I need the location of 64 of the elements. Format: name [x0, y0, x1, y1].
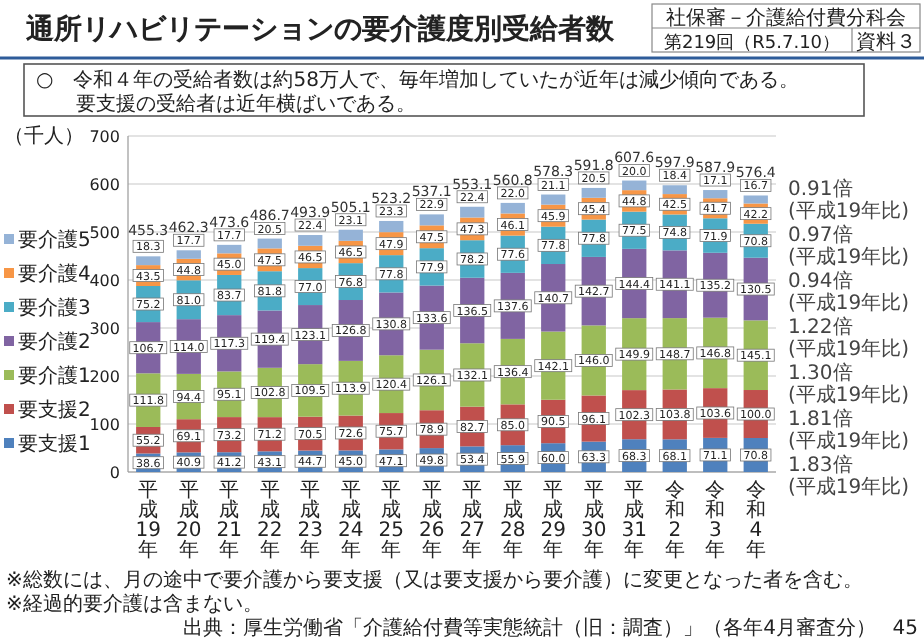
- y-tick-label: 400: [89, 272, 120, 290]
- text: 1.30倍 (平成19年比): [788, 361, 910, 408]
- legend-label: 要支援2: [18, 398, 91, 422]
- text: 45: [892, 618, 918, 640]
- bar: [703, 190, 728, 199]
- legend-label: 要介護5: [18, 228, 91, 252]
- y-tick-label: 500: [89, 224, 120, 242]
- bar: [176, 250, 201, 259]
- text: 0.91倍 (平成19年比): [788, 177, 910, 224]
- x-tick-label: 平成29年: [540, 480, 566, 562]
- x-tick-label: 令和4年: [745, 478, 766, 562]
- y-tick-label: 300: [89, 320, 120, 338]
- x-tick-label: 平成27年: [459, 480, 485, 562]
- x-tick-label: 令和3年: [705, 478, 726, 562]
- bar: [743, 195, 768, 204]
- text: 資料３: [856, 30, 916, 54]
- bar: [136, 256, 161, 266]
- text: 1.83倍 (平成19年比): [788, 453, 910, 500]
- text: 社保審－介護給付費分科会: [666, 6, 906, 30]
- bar: [257, 238, 282, 249]
- x-tick-label: 平成30年: [581, 480, 607, 562]
- text: 1.81倍 (平成19年比): [788, 407, 910, 454]
- text: 第219回（R5.7.10）: [663, 32, 841, 54]
- legend-label: 要介護4: [18, 262, 91, 286]
- legend-label: 要介護2: [18, 330, 91, 354]
- bar: [662, 185, 687, 195]
- x-tick-label: 平成26年: [419, 480, 445, 562]
- x-tick-label: 平成21年: [216, 480, 242, 562]
- x-tick-label: 平成23年: [297, 480, 323, 562]
- bar: [379, 220, 404, 233]
- bar: [298, 235, 323, 246]
- x-tick-label: 平成24年: [338, 480, 364, 562]
- text: 1.22倍 (平成19年比): [788, 315, 910, 362]
- bar: [338, 229, 363, 241]
- y-axis-title: （千人）: [4, 124, 84, 148]
- text: 0.97倍 (平成19年比): [788, 223, 910, 270]
- bar: [500, 202, 525, 214]
- y-tick-label: 200: [89, 368, 120, 386]
- text: ※総数には、月の途中で要介護から要支援（又は要支援から要介護）に変更となった者を含む。: [6, 568, 863, 592]
- source-note: 出典：厚生労働省「介護給付費等実態統計（旧：調査）」（各年4月審査分）: [183, 616, 876, 640]
- bar: [460, 206, 485, 218]
- x-tick-label: 平成19年: [135, 480, 161, 562]
- y-tick-label: 600: [89, 176, 120, 194]
- legend-label: 要支援1: [18, 432, 91, 456]
- legend-label: 要介護1: [18, 364, 91, 388]
- bar: [622, 180, 647, 191]
- bar: [217, 244, 242, 254]
- legend-label: 要介護3: [18, 296, 91, 320]
- x-tick-label: 平成31年: [621, 480, 647, 562]
- chart-title: 通所リハビリテーションの要介護度別受給者数: [24, 12, 616, 46]
- x-tick-label: 平成28年: [500, 480, 526, 562]
- y-tick-label: 100: [89, 416, 120, 434]
- bar: [581, 187, 606, 198]
- y-tick-label: 700: [89, 128, 120, 146]
- text: 0.94倍 (平成19年比): [788, 269, 910, 316]
- y-tick-label: 0: [109, 464, 120, 482]
- text: ※経過的要介護は含まない。: [6, 592, 263, 616]
- x-tick-label: 平成25年: [378, 480, 404, 562]
- bar: [419, 214, 444, 226]
- chart-subtitle: ○ 令和４年の受給者数は約58万人で、毎年増加していたが近年は減少傾向である。要支援の受給者は近年横ばいである。: [36, 68, 799, 116]
- x-tick-label: 平成22年: [257, 480, 283, 562]
- x-tick-label: 令和2年: [664, 478, 685, 562]
- x-tick-label: 平成20年: [176, 480, 202, 562]
- bar: [541, 194, 566, 205]
